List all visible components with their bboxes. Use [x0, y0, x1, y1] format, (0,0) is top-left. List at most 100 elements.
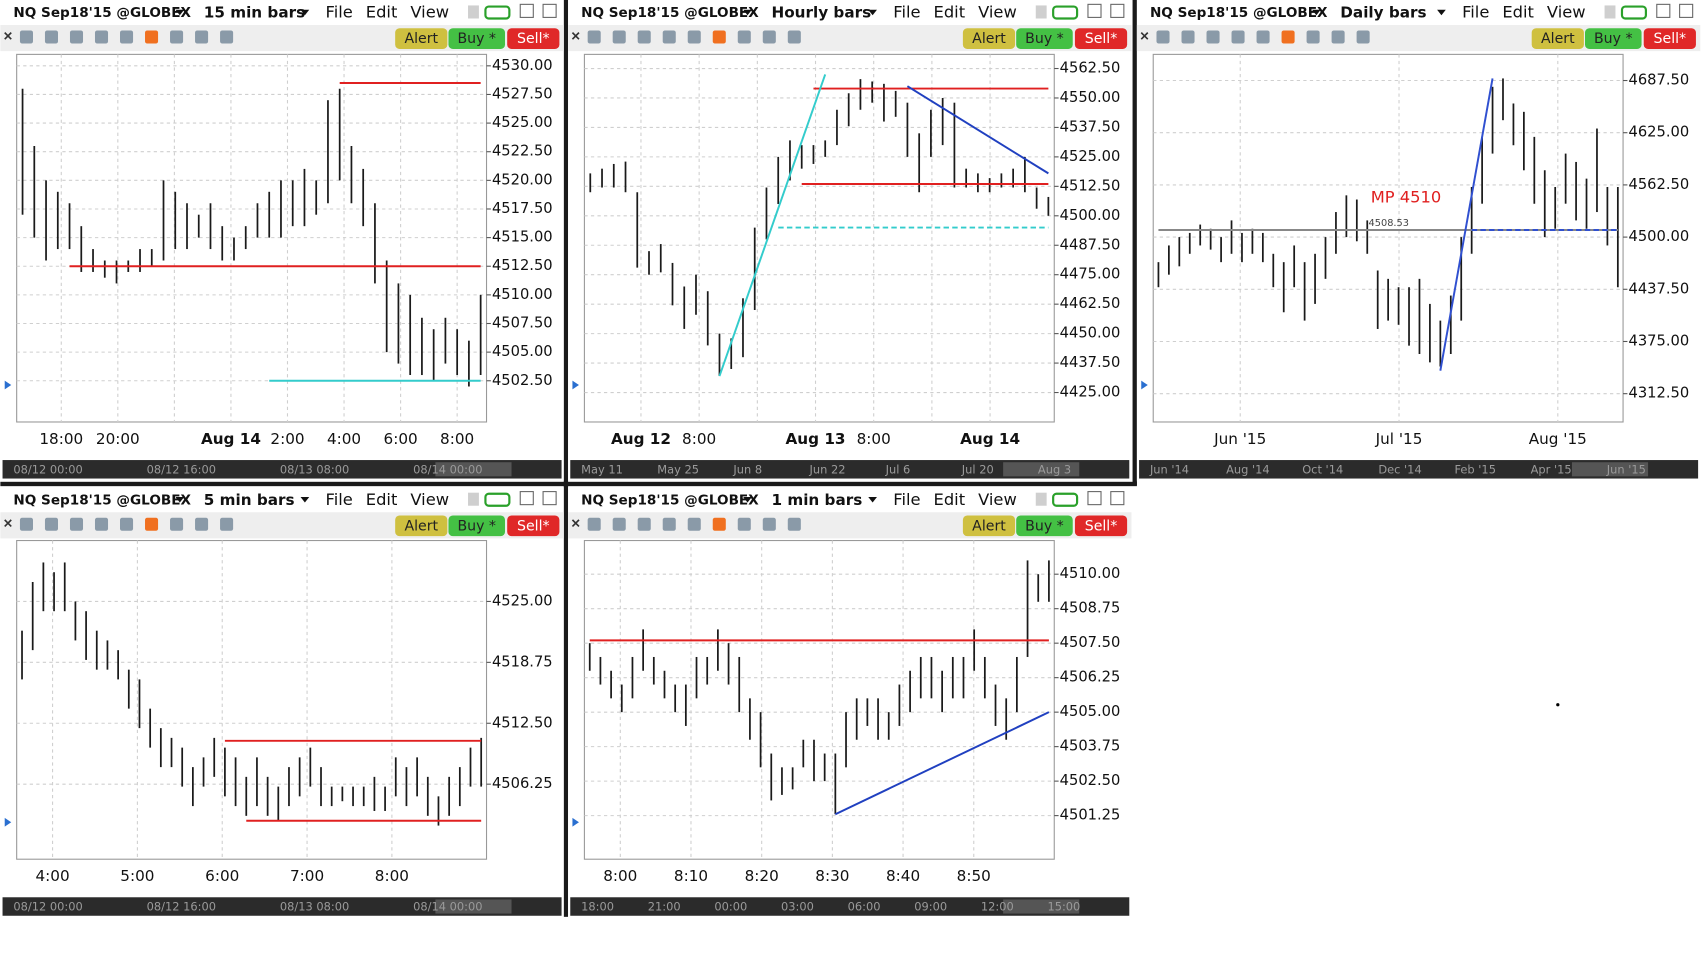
tool-icon[interactable] [19, 517, 33, 531]
tool-icon[interactable] [145, 517, 159, 531]
header-icon[interactable] [519, 491, 534, 506]
scroll-icon[interactable] [1141, 380, 1148, 390]
interval[interactable]: 5 min bars [204, 491, 295, 509]
menu-item[interactable]: Edit [366, 490, 398, 509]
scroll-thumb[interactable] [435, 899, 512, 914]
button[interactable] [1016, 515, 1073, 537]
interval[interactable]: Daily bars [1340, 4, 1426, 22]
button-label[interactable]: Buy * [457, 31, 496, 47]
menu-item[interactable]: View [410, 490, 449, 509]
dropdown-arrow[interactable] [1437, 9, 1446, 16]
header-icon[interactable] [1052, 492, 1079, 507]
tool-icon[interactable] [220, 517, 234, 531]
tool-icon[interactable] [1356, 30, 1370, 44]
header-icon[interactable] [1087, 491, 1102, 506]
tool-icon[interactable] [195, 517, 209, 531]
tool-icon[interactable] [1281, 30, 1295, 44]
tool-icon[interactable] [94, 517, 109, 531]
tool-icon[interactable] [69, 30, 84, 44]
tool-icon[interactable] [195, 30, 209, 44]
tool-icon[interactable] [637, 30, 651, 44]
button-label[interactable]: Buy * [1594, 31, 1633, 47]
tool-icon[interactable] [687, 517, 701, 531]
tool-icon[interactable] [687, 30, 701, 44]
dropdown-arrow[interactable] [743, 9, 752, 16]
tool-icon[interactable] [94, 30, 109, 44]
button-label[interactable]: Buy * [1025, 31, 1064, 47]
header-icon[interactable] [1087, 3, 1102, 18]
interval[interactable]: 1 min bars [771, 491, 862, 509]
button-label[interactable]: Alert [404, 518, 438, 534]
scrollbar[interactable] [2, 897, 562, 916]
button[interactable] [507, 28, 560, 49]
interval[interactable]: 15 min bars [204, 4, 305, 22]
menu-item[interactable]: View [978, 490, 1017, 509]
menu-item[interactable]: File [893, 490, 920, 509]
dropdown-arrow[interactable] [743, 497, 752, 503]
dropdown-arrow[interactable] [868, 497, 877, 503]
header-icon[interactable] [468, 5, 479, 19]
dropdown-arrow[interactable] [300, 9, 310, 16]
tool-icon[interactable] [120, 517, 134, 531]
button-label[interactable]: Alert [404, 31, 438, 47]
button-label[interactable]: Buy * [1025, 518, 1064, 534]
button-label[interactable]: Buy * [457, 518, 496, 534]
tool-icon[interactable] [1231, 30, 1245, 44]
button[interactable] [448, 28, 506, 49]
header-icon[interactable] [1110, 3, 1125, 18]
tool-icon[interactable] [1156, 30, 1170, 44]
menu-item[interactable]: File [326, 3, 353, 22]
tool-icon[interactable] [145, 30, 159, 44]
button[interactable] [1074, 28, 1128, 49]
button[interactable] [962, 515, 1016, 537]
menu-item[interactable]: File [326, 490, 353, 509]
tool-icon[interactable] [762, 517, 776, 531]
button-label[interactable]: Sell* [1085, 518, 1118, 534]
tool-icon[interactable] [612, 517, 626, 531]
tool-icon[interactable] [662, 517, 676, 531]
tool-icon[interactable] [1306, 30, 1320, 44]
tool-icon[interactable] [637, 517, 651, 531]
header-icon[interactable] [1656, 3, 1671, 18]
menu-item[interactable]: View [1547, 3, 1586, 22]
tool-icon[interactable] [1181, 30, 1195, 44]
scroll-thumb[interactable] [435, 462, 512, 477]
header-icon[interactable] [542, 3, 557, 18]
button-label[interactable]: Sell* [1654, 31, 1687, 47]
tool-icon[interactable] [170, 517, 184, 531]
button[interactable] [1584, 28, 1642, 49]
header-icon[interactable] [484, 5, 511, 20]
header-icon[interactable] [1035, 5, 1047, 19]
header-icon[interactable] [1604, 5, 1616, 19]
button[interactable] [395, 515, 448, 537]
button[interactable] [395, 28, 448, 49]
dropdown-arrow[interactable] [868, 9, 877, 16]
header-icon[interactable] [519, 3, 534, 18]
button-label[interactable]: Sell* [517, 31, 550, 47]
button-label[interactable]: Sell* [1085, 31, 1118, 47]
menu-item[interactable]: File [1462, 3, 1489, 22]
menu-item[interactable]: View [410, 3, 449, 22]
tool-icon[interactable] [737, 30, 751, 44]
tool-icon[interactable] [44, 30, 59, 44]
dropdown-arrow[interactable] [175, 9, 185, 16]
button-label[interactable]: Alert [972, 518, 1006, 534]
button[interactable] [1016, 28, 1073, 49]
tool-icon[interactable] [787, 30, 801, 44]
header-icon[interactable] [1679, 3, 1694, 18]
header-icon[interactable] [1052, 5, 1079, 20]
header-icon[interactable] [484, 492, 511, 507]
scroll-thumb[interactable] [1003, 899, 1080, 914]
close-icon[interactable] [571, 32, 580, 40]
button[interactable] [1531, 28, 1584, 49]
scroll-icon[interactable] [572, 817, 579, 827]
tool-icon[interactable] [612, 30, 626, 44]
header-icon[interactable] [1620, 5, 1647, 20]
scrollbar[interactable] [570, 460, 1130, 479]
close-icon[interactable] [571, 519, 580, 527]
button[interactable] [962, 28, 1016, 49]
button-label[interactable]: Alert [1541, 31, 1575, 47]
tool-icon[interactable] [587, 30, 601, 44]
tool-icon[interactable] [170, 30, 184, 44]
menu-item[interactable]: Edit [934, 3, 966, 22]
